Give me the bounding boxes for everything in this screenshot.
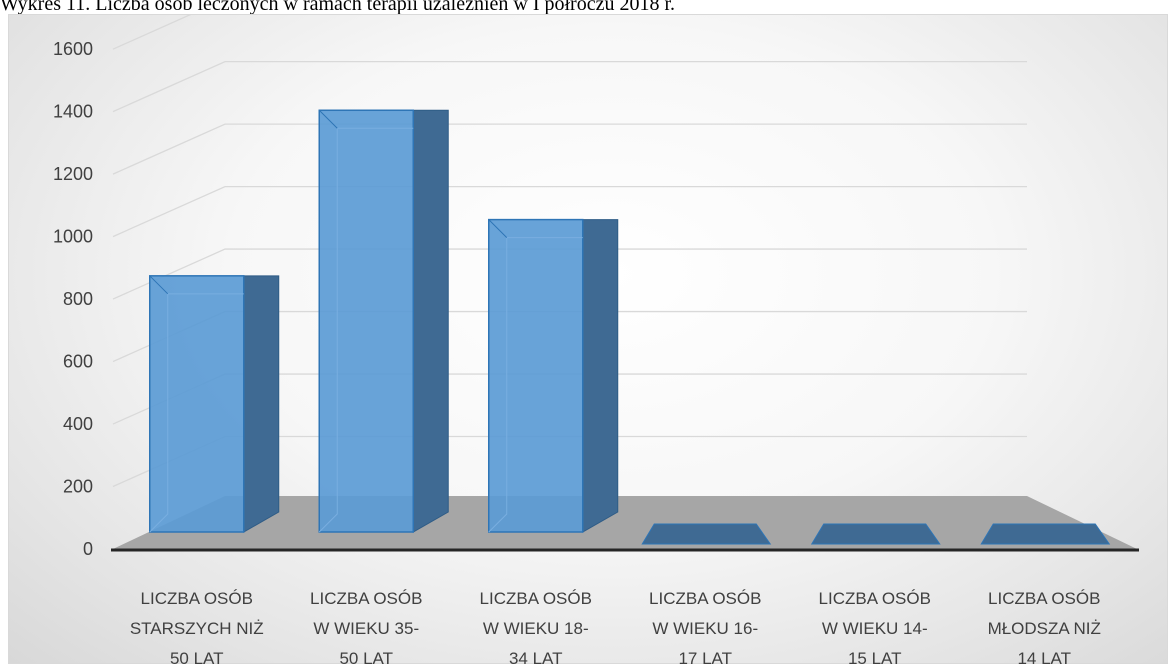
y-tick-label: 1400 — [53, 102, 93, 122]
bar-base — [980, 523, 1111, 545]
x-axis-labels: LICZBA OSÓB STARSZYCH NIŻ 50 LAT LICZBA OSÓ… — [130, 589, 1101, 665]
x-axis-label: LICZBA OSÓB — [988, 589, 1100, 608]
bars — [149, 109, 1111, 545]
y-tick-label: 1600 — [53, 39, 93, 59]
y-tick-label: 800 — [63, 289, 93, 309]
x-axis-label: W WIEKU 16- — [652, 619, 758, 638]
bar-edge — [318, 127, 414, 533]
bar-4 — [641, 523, 772, 545]
bar-edge — [318, 109, 338, 129]
bar-2 — [318, 109, 449, 533]
gridline — [112, 15, 192, 50]
y-tick-label: 1200 — [53, 164, 93, 184]
gridline — [112, 185, 1027, 238]
y-axis-ticks: 0 200 400 600 800 1000 1200 1400 1600 — [53, 39, 93, 559]
x-axis-label: W WIEKU 18- — [483, 619, 589, 638]
bar-base — [810, 523, 941, 545]
x-axis-label: W WIEKU 35- — [313, 619, 419, 638]
gridline — [112, 60, 1027, 113]
bar-1 — [149, 275, 280, 533]
x-axis-label: 14 LAT — [1017, 649, 1071, 665]
y-tick-label: 400 — [63, 414, 93, 434]
x-axis-label: LICZBA OSÓB — [141, 589, 253, 608]
x-axis-label: MŁODSZA NIŻ — [988, 619, 1101, 638]
x-axis-label: 50 LAT — [170, 649, 224, 665]
y-tick-label: 600 — [63, 352, 93, 372]
x-axis-label: 17 LAT — [678, 649, 732, 665]
bar-front-face — [488, 218, 584, 533]
y-tick-label: 0 — [83, 539, 93, 559]
bar-edge — [149, 293, 244, 533]
x-axis-label: LICZBA OSÓB — [819, 589, 931, 608]
x-axis-label: 50 LAT — [339, 649, 393, 665]
x-axis-label: LICZBA OSÓB — [480, 589, 592, 608]
figure-caption: Wykres 11. Liczba osób leczonych w ramac… — [0, 0, 676, 14]
bar-edge — [488, 237, 583, 533]
x-axis-label: STARSZYCH NIŻ — [130, 619, 264, 638]
y-tick-label: 200 — [63, 477, 93, 497]
gridline — [112, 123, 1027, 175]
column-chart: 0 200 400 600 800 1000 1200 1400 1600 LICZBA OSÓ… — [53, 15, 1139, 665]
x-axis-label: 34 LAT — [509, 649, 563, 665]
bar-edge — [488, 219, 508, 238]
bar-side-face — [582, 219, 619, 533]
bar-side-face — [412, 109, 449, 533]
chart-area: 0 200 400 600 800 1000 1200 1400 1600 LICZBA OSÓ… — [8, 14, 1168, 665]
x-axis-label: W WIEKU 14- — [822, 619, 928, 638]
bar-6 — [980, 523, 1111, 545]
bar-3 — [488, 218, 619, 533]
x-axis-label: 15 LAT — [848, 649, 902, 665]
x-axis-label: LICZBA OSÓB — [649, 589, 761, 608]
bar-5 — [810, 523, 941, 545]
bar-side-face — [243, 275, 280, 533]
y-tick-label: 1000 — [53, 227, 93, 247]
bar-edge — [149, 275, 169, 295]
bar-base — [641, 523, 772, 545]
bar-front-face — [149, 275, 245, 533]
x-axis-label: LICZBA OSÓB — [310, 589, 422, 608]
bar-front-face — [318, 109, 414, 533]
